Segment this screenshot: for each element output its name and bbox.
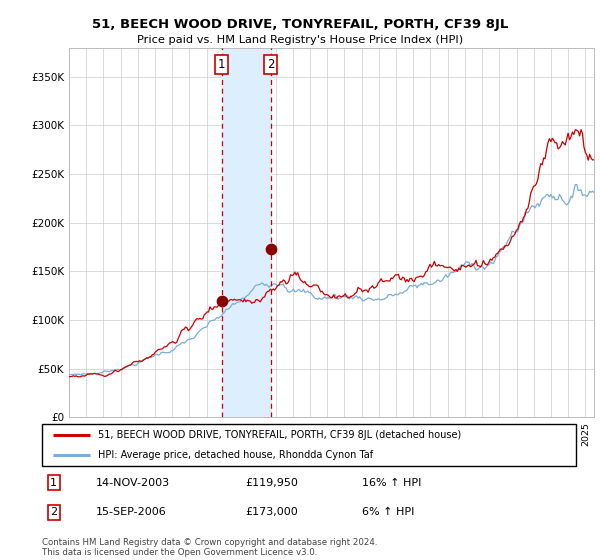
Text: 2: 2 [50,507,58,517]
Text: £119,950: £119,950 [245,478,298,488]
Point [266,245,275,254]
Text: £173,000: £173,000 [245,507,298,517]
Text: HPI: Average price, detached house, Rhondda Cynon Taf: HPI: Average price, detached house, Rhon… [98,450,373,460]
Text: 15-SEP-2006: 15-SEP-2006 [95,507,166,517]
Text: 1: 1 [50,478,57,488]
FancyBboxPatch shape [42,424,576,466]
Text: 1: 1 [218,58,226,71]
Text: Price paid vs. HM Land Registry's House Price Index (HPI): Price paid vs. HM Land Registry's House … [137,35,463,45]
Text: Contains HM Land Registry data © Crown copyright and database right 2024.
This d: Contains HM Land Registry data © Crown c… [42,538,377,557]
Text: 51, BEECH WOOD DRIVE, TONYREFAIL, PORTH, CF39 8JL: 51, BEECH WOOD DRIVE, TONYREFAIL, PORTH,… [92,18,508,31]
Text: 51, BEECH WOOD DRIVE, TONYREFAIL, PORTH, CF39 8JL (detached house): 51, BEECH WOOD DRIVE, TONYREFAIL, PORTH,… [98,430,461,440]
Text: 14-NOV-2003: 14-NOV-2003 [95,478,170,488]
Text: 2: 2 [267,58,274,71]
Text: 6% ↑ HPI: 6% ↑ HPI [362,507,415,517]
Point [217,296,226,305]
Bar [221,48,271,417]
Text: 16% ↑ HPI: 16% ↑ HPI [362,478,422,488]
